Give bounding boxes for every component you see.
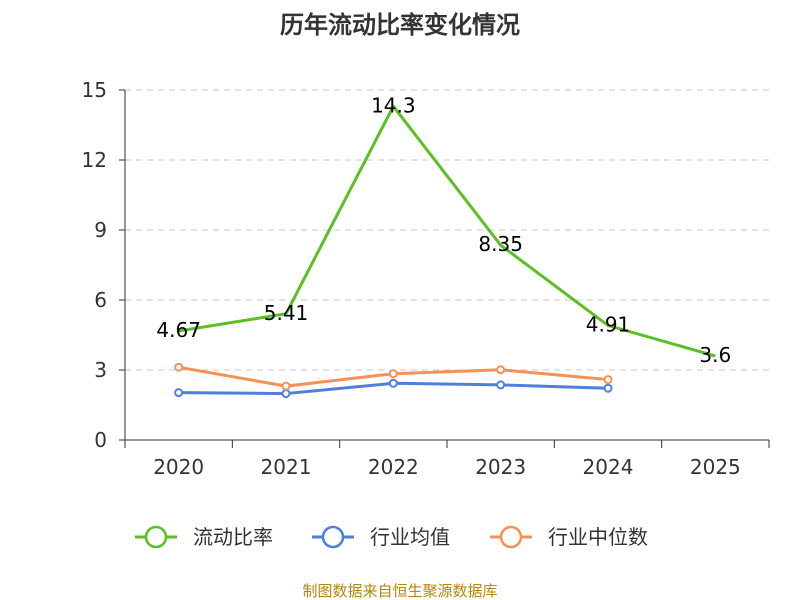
data-point — [281, 381, 291, 391]
x-tick-label: 2024 — [583, 455, 634, 479]
data-point — [496, 365, 506, 375]
x-tick-label: 2022 — [368, 455, 419, 479]
data-point — [174, 388, 184, 398]
legend-marker-2 — [321, 525, 345, 549]
legend-label-3: 行业中位数 — [548, 525, 648, 549]
data-point — [496, 380, 506, 390]
axes — [124, 90, 769, 441]
x-tick-label: 2023 — [475, 455, 526, 479]
legend-marker-1 — [144, 525, 168, 549]
legend[interactable]: 流动比率 行业均值 行业中位数 — [135, 525, 648, 549]
x-axis-ticks: 2020 2021 2022 2023 2024 2025 — [124, 440, 770, 479]
data-label: 3.6 — [699, 343, 731, 367]
x-tick-label: 2020 — [153, 455, 204, 479]
data-point — [281, 389, 291, 399]
data-label: 8.35 — [478, 232, 523, 256]
y-tick-label: 3 — [94, 358, 107, 382]
y-tick-label: 12 — [82, 148, 107, 172]
data-label: 14.3 — [371, 93, 416, 117]
x-tick-label: 2021 — [261, 455, 312, 479]
legend-label-1: 流动比率 — [193, 525, 273, 549]
data-label: 4.91 — [586, 312, 631, 336]
x-tick-label: 2025 — [690, 455, 741, 479]
data-labels: 4.67 5.41 14.3 8.35 4.91 3.6 — [156, 93, 731, 367]
grid-lines — [125, 89, 769, 371]
data-label: 4.67 — [156, 318, 201, 342]
data-label: 5.41 — [264, 301, 309, 325]
data-point — [174, 362, 184, 372]
legend-marker-3 — [499, 525, 523, 549]
data-point — [603, 375, 613, 385]
y-tick-label: 15 — [82, 78, 107, 102]
y-tick-label: 9 — [94, 218, 107, 242]
y-tick-label: 6 — [94, 288, 107, 312]
source-note: 制图数据来自恒生聚源数据库 — [302, 582, 497, 600]
y-axis-ticks: 0 3 6 9 12 15 — [82, 78, 125, 452]
series-line-1 — [178, 104, 716, 358]
y-tick-label: 0 — [94, 428, 107, 452]
series-group — [174, 104, 716, 399]
data-point — [388, 369, 398, 379]
legend-label-2: 行业均值 — [370, 525, 450, 549]
data-point — [388, 378, 398, 388]
chart-title: 历年流动比率变化情况 — [280, 11, 520, 39]
data-point — [603, 383, 613, 393]
